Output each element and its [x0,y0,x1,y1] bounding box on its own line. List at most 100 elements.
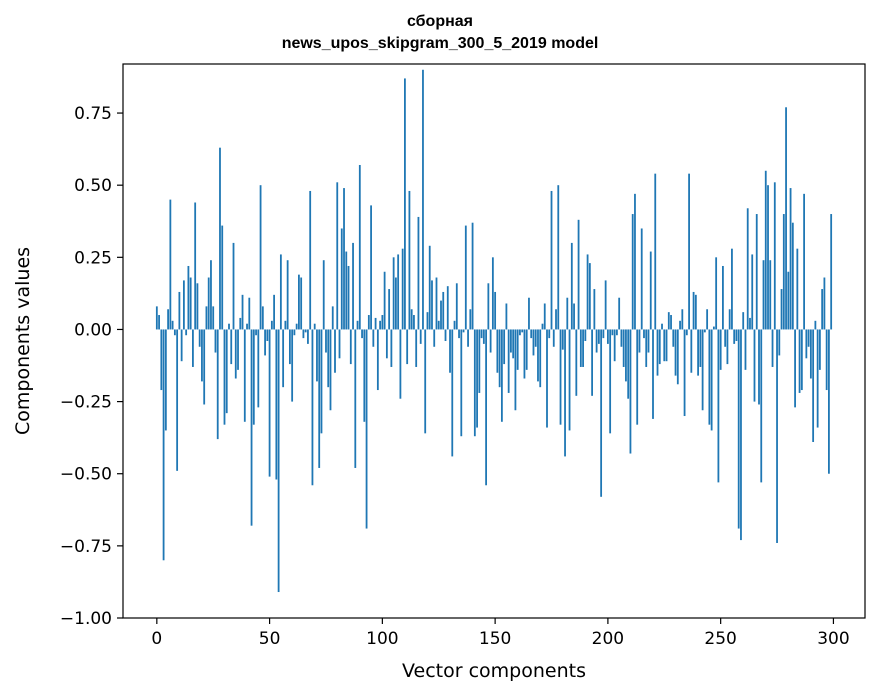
bar [467,329,469,346]
bar [783,214,785,329]
bar [551,191,553,330]
bar [711,329,713,430]
bar [348,266,350,329]
bar [397,254,399,329]
bar [242,295,244,330]
bar [255,329,257,335]
bar [350,329,352,364]
bar [251,329,253,525]
x-tick-label: 200 [592,629,624,649]
x-tick-label: 100 [366,629,398,649]
bar [537,329,539,381]
bar [474,329,476,436]
bar [801,329,803,390]
bar [790,188,792,329]
bar [305,329,307,332]
bar [330,329,332,410]
bar [386,329,388,358]
bar [219,148,221,330]
bar [429,246,431,330]
bar [715,257,717,329]
bar [564,329,566,456]
y-tick-label: 0.25 [74,248,112,268]
bar [248,298,250,330]
bar [323,260,325,329]
bar [291,329,293,401]
bar [539,329,541,387]
bar [230,329,232,364]
bar [557,185,559,329]
bar [298,275,300,330]
bar [562,329,564,349]
bar [501,329,503,421]
bar [312,329,314,485]
bar [690,329,692,372]
bar [706,309,708,329]
bar [478,329,480,392]
bar [508,329,510,392]
bar [490,329,492,352]
bar [217,329,219,439]
bar [188,266,190,329]
bar [185,329,187,335]
bar [174,329,176,335]
bar [727,329,729,364]
bar [654,174,656,330]
bar [375,318,377,330]
bar [693,292,695,330]
x-axis-label: Vector components [402,660,586,682]
bar [165,329,167,430]
bar [415,329,417,367]
bar [758,329,760,404]
bar [336,182,338,329]
bars-group [156,70,832,592]
bar [418,217,420,330]
bar [422,70,424,330]
bar [208,278,210,330]
bar [787,272,789,330]
bar [316,329,318,381]
bar [206,306,208,329]
bar [740,329,742,540]
bar [456,283,458,329]
bar [670,315,672,329]
bar [472,223,474,330]
bar [688,174,690,330]
bar [395,278,397,330]
bar [357,321,359,330]
bar [156,306,158,329]
bar [528,298,530,330]
bar [181,329,183,361]
bar [566,298,568,330]
bar [634,194,636,330]
bar [384,272,386,330]
y-tick-label: −0.25 [60,393,112,413]
bar [751,254,753,329]
bar [535,329,537,346]
bar [210,260,212,329]
bar [645,329,647,367]
bar [169,200,171,330]
bar [641,228,643,329]
bar [404,78,406,329]
x-tick-label: 0 [151,629,162,649]
bar [573,303,575,329]
bar [686,329,688,335]
bar [510,329,512,352]
bar [598,329,600,343]
y-tick-label: 0.50 [74,176,112,196]
bar [796,249,798,330]
bar [722,266,724,329]
bar [749,318,751,330]
bar [584,329,586,341]
bar [578,220,580,330]
bar [436,278,438,330]
bar [713,327,715,330]
bar [341,228,343,329]
bar [420,329,422,343]
bar [393,257,395,329]
bar [814,321,816,330]
bar [677,329,679,384]
bar [621,329,623,346]
bar [805,329,807,358]
